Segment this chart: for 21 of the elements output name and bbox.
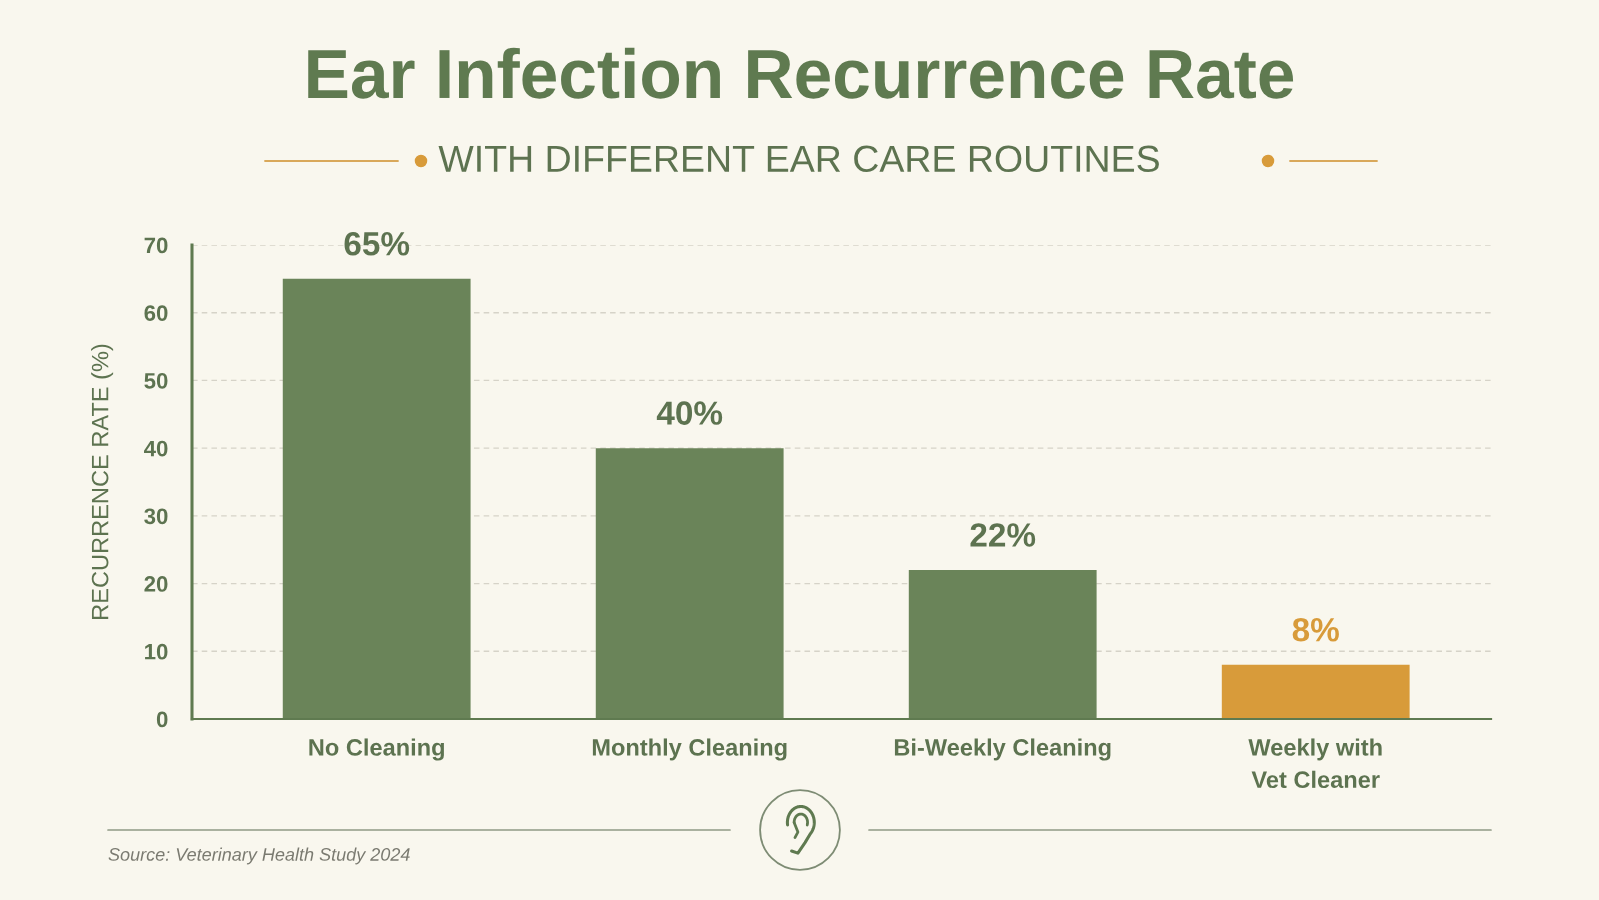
y-tick-label: 0	[156, 711, 168, 728]
y-tick-label: 60	[144, 305, 168, 321]
data-label: 8%	[1292, 617, 1339, 642]
data-label: 22%	[970, 523, 1036, 547]
y-tick-label: 50	[144, 372, 168, 389]
y-tick-label: 70	[144, 237, 168, 254]
x-tick-label: Bi-Weekly Cleaning	[894, 738, 1111, 761]
data-label: 65%	[344, 232, 410, 256]
y-tick-label: 10	[145, 643, 168, 660]
bar	[1221, 664, 1410, 719]
y-tick-label: 40	[144, 440, 168, 457]
y-tick-label: 30	[144, 508, 168, 525]
x-tick-label: Monthly Cleaning	[592, 738, 787, 761]
x-tick-label: No Cleaning	[309, 738, 444, 761]
chart-title: Ear Infection Recurrence Rate	[308, 47, 1294, 99]
x-tick-label: Weekly with Vet Cleaner	[1248, 738, 1382, 789]
source-note: Source: Veterinary Health Study 2024	[108, 847, 410, 865]
y-axis-title: RECURRENCE RATE (%)	[91, 344, 114, 619]
chart-subtitle: WITH DIFFERENT EAR CARE ROUTINES	[438, 145, 1159, 173]
y-tick-label: 20	[144, 576, 168, 592]
data-label: 40%	[656, 401, 723, 425]
